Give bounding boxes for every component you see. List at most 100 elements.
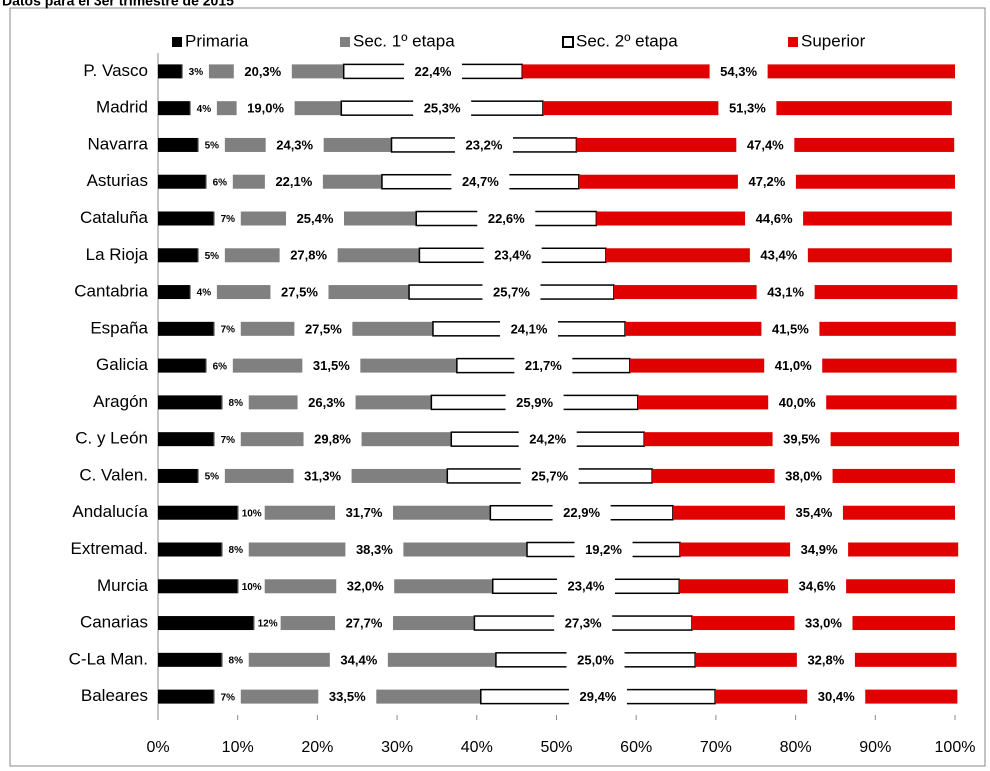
data-label: 21,7% xyxy=(525,358,562,373)
data-label: 25,7% xyxy=(531,468,568,483)
label-background xyxy=(214,430,241,449)
legend-swatch xyxy=(340,37,350,47)
data-label: 38,0% xyxy=(785,468,822,483)
label-background xyxy=(514,356,573,375)
label-background xyxy=(236,99,295,118)
label-background xyxy=(483,246,542,265)
x-tick-label: 90% xyxy=(859,739,891,756)
legend-swatch xyxy=(562,36,574,48)
y-tick-label: Cataluña xyxy=(80,208,149,227)
x-tick-label: 60% xyxy=(620,739,652,756)
bar-segment xyxy=(158,174,206,189)
data-label: 41,5% xyxy=(772,321,809,336)
y-tick-label: Madrid xyxy=(96,98,148,117)
data-label: 33,0% xyxy=(805,615,842,630)
label-background xyxy=(214,319,241,338)
y-tick-label: P. Vasco xyxy=(83,61,148,80)
data-label: 38,3% xyxy=(356,542,393,557)
data-label: 25,4% xyxy=(297,211,334,226)
x-tick-label: 70% xyxy=(700,739,732,756)
data-label: 47,2% xyxy=(748,174,785,189)
label-background xyxy=(233,62,292,81)
label-background xyxy=(749,246,808,265)
data-label: 44,6% xyxy=(756,211,793,226)
label-background xyxy=(574,540,633,559)
data-label: 27,5% xyxy=(281,284,318,299)
bar-segment xyxy=(158,616,254,631)
label-background xyxy=(737,172,796,191)
legend-label: Sec. 2º etapa xyxy=(576,31,678,50)
data-label: 8% xyxy=(229,545,244,556)
label-background xyxy=(190,99,217,118)
data-label: 23,2% xyxy=(466,137,503,152)
label-background xyxy=(335,503,394,522)
legend-label: Superior xyxy=(801,31,866,50)
y-tick-label: C-La Man. xyxy=(69,649,148,668)
label-background xyxy=(568,687,627,706)
data-label: 22,9% xyxy=(563,505,600,520)
data-label: 4% xyxy=(197,104,212,115)
data-label: 34,4% xyxy=(340,652,377,667)
label-background xyxy=(796,650,855,669)
label-background xyxy=(790,540,849,559)
data-label: 12% xyxy=(258,619,278,630)
bar-segment xyxy=(158,321,214,336)
data-label: 6% xyxy=(213,177,228,188)
chart-frame xyxy=(9,7,986,767)
chart-title: Datos para el 3er trimestre de 2015 xyxy=(2,0,234,9)
data-label: 39,5% xyxy=(783,432,820,447)
y-tick-label: Canarias xyxy=(80,613,148,632)
bar-segment xyxy=(158,248,198,263)
label-background xyxy=(286,209,345,228)
bar-segment xyxy=(158,395,222,410)
y-tick-label: C. Valen. xyxy=(79,465,148,484)
label-background xyxy=(265,135,324,154)
label-background xyxy=(222,540,249,559)
label-background xyxy=(554,614,613,633)
label-background xyxy=(477,209,536,228)
label-background xyxy=(336,577,395,596)
legend-swatch xyxy=(172,37,182,47)
data-label: 27,5% xyxy=(305,321,342,336)
label-background xyxy=(518,430,577,449)
label-background xyxy=(764,356,823,375)
y-tick-label: C. y León xyxy=(75,429,148,448)
label-background xyxy=(190,283,217,302)
data-label: 3% xyxy=(189,67,204,78)
data-label: 6% xyxy=(213,361,228,372)
label-background xyxy=(520,466,579,485)
y-tick-label: Asturias xyxy=(87,171,148,190)
data-label: 41,0% xyxy=(775,358,812,373)
label-background xyxy=(774,466,833,485)
y-tick-label: Cantabria xyxy=(74,282,148,301)
label-background xyxy=(736,135,795,154)
x-tick-label: 0% xyxy=(146,739,169,756)
label-background xyxy=(264,172,323,191)
bar-segment xyxy=(158,652,222,667)
data-label: 27,8% xyxy=(290,248,327,263)
data-label: 29,4% xyxy=(580,689,617,704)
data-label: 22,6% xyxy=(488,211,525,226)
bar-segment xyxy=(158,432,214,447)
legend-swatch xyxy=(788,37,798,47)
data-label: 5% xyxy=(205,251,220,262)
data-label: 7% xyxy=(221,692,236,703)
data-label: 31,3% xyxy=(304,468,341,483)
x-tick-label: 40% xyxy=(461,739,493,756)
data-label: 10% xyxy=(242,582,262,593)
bar-segment xyxy=(158,468,198,483)
data-label: 40,0% xyxy=(779,395,816,410)
label-background xyxy=(552,503,611,522)
data-label: 22,4% xyxy=(415,64,452,79)
label-background xyxy=(756,283,815,302)
label-background xyxy=(297,393,356,412)
label-background xyxy=(566,650,625,669)
label-background xyxy=(718,99,777,118)
label-background xyxy=(206,356,233,375)
y-tick-label: Galicia xyxy=(96,355,149,374)
label-background xyxy=(768,393,827,412)
bar-segment xyxy=(158,689,214,704)
data-label: 7% xyxy=(221,324,236,335)
data-label: 8% xyxy=(229,398,244,409)
data-label: 23,4% xyxy=(494,248,531,263)
